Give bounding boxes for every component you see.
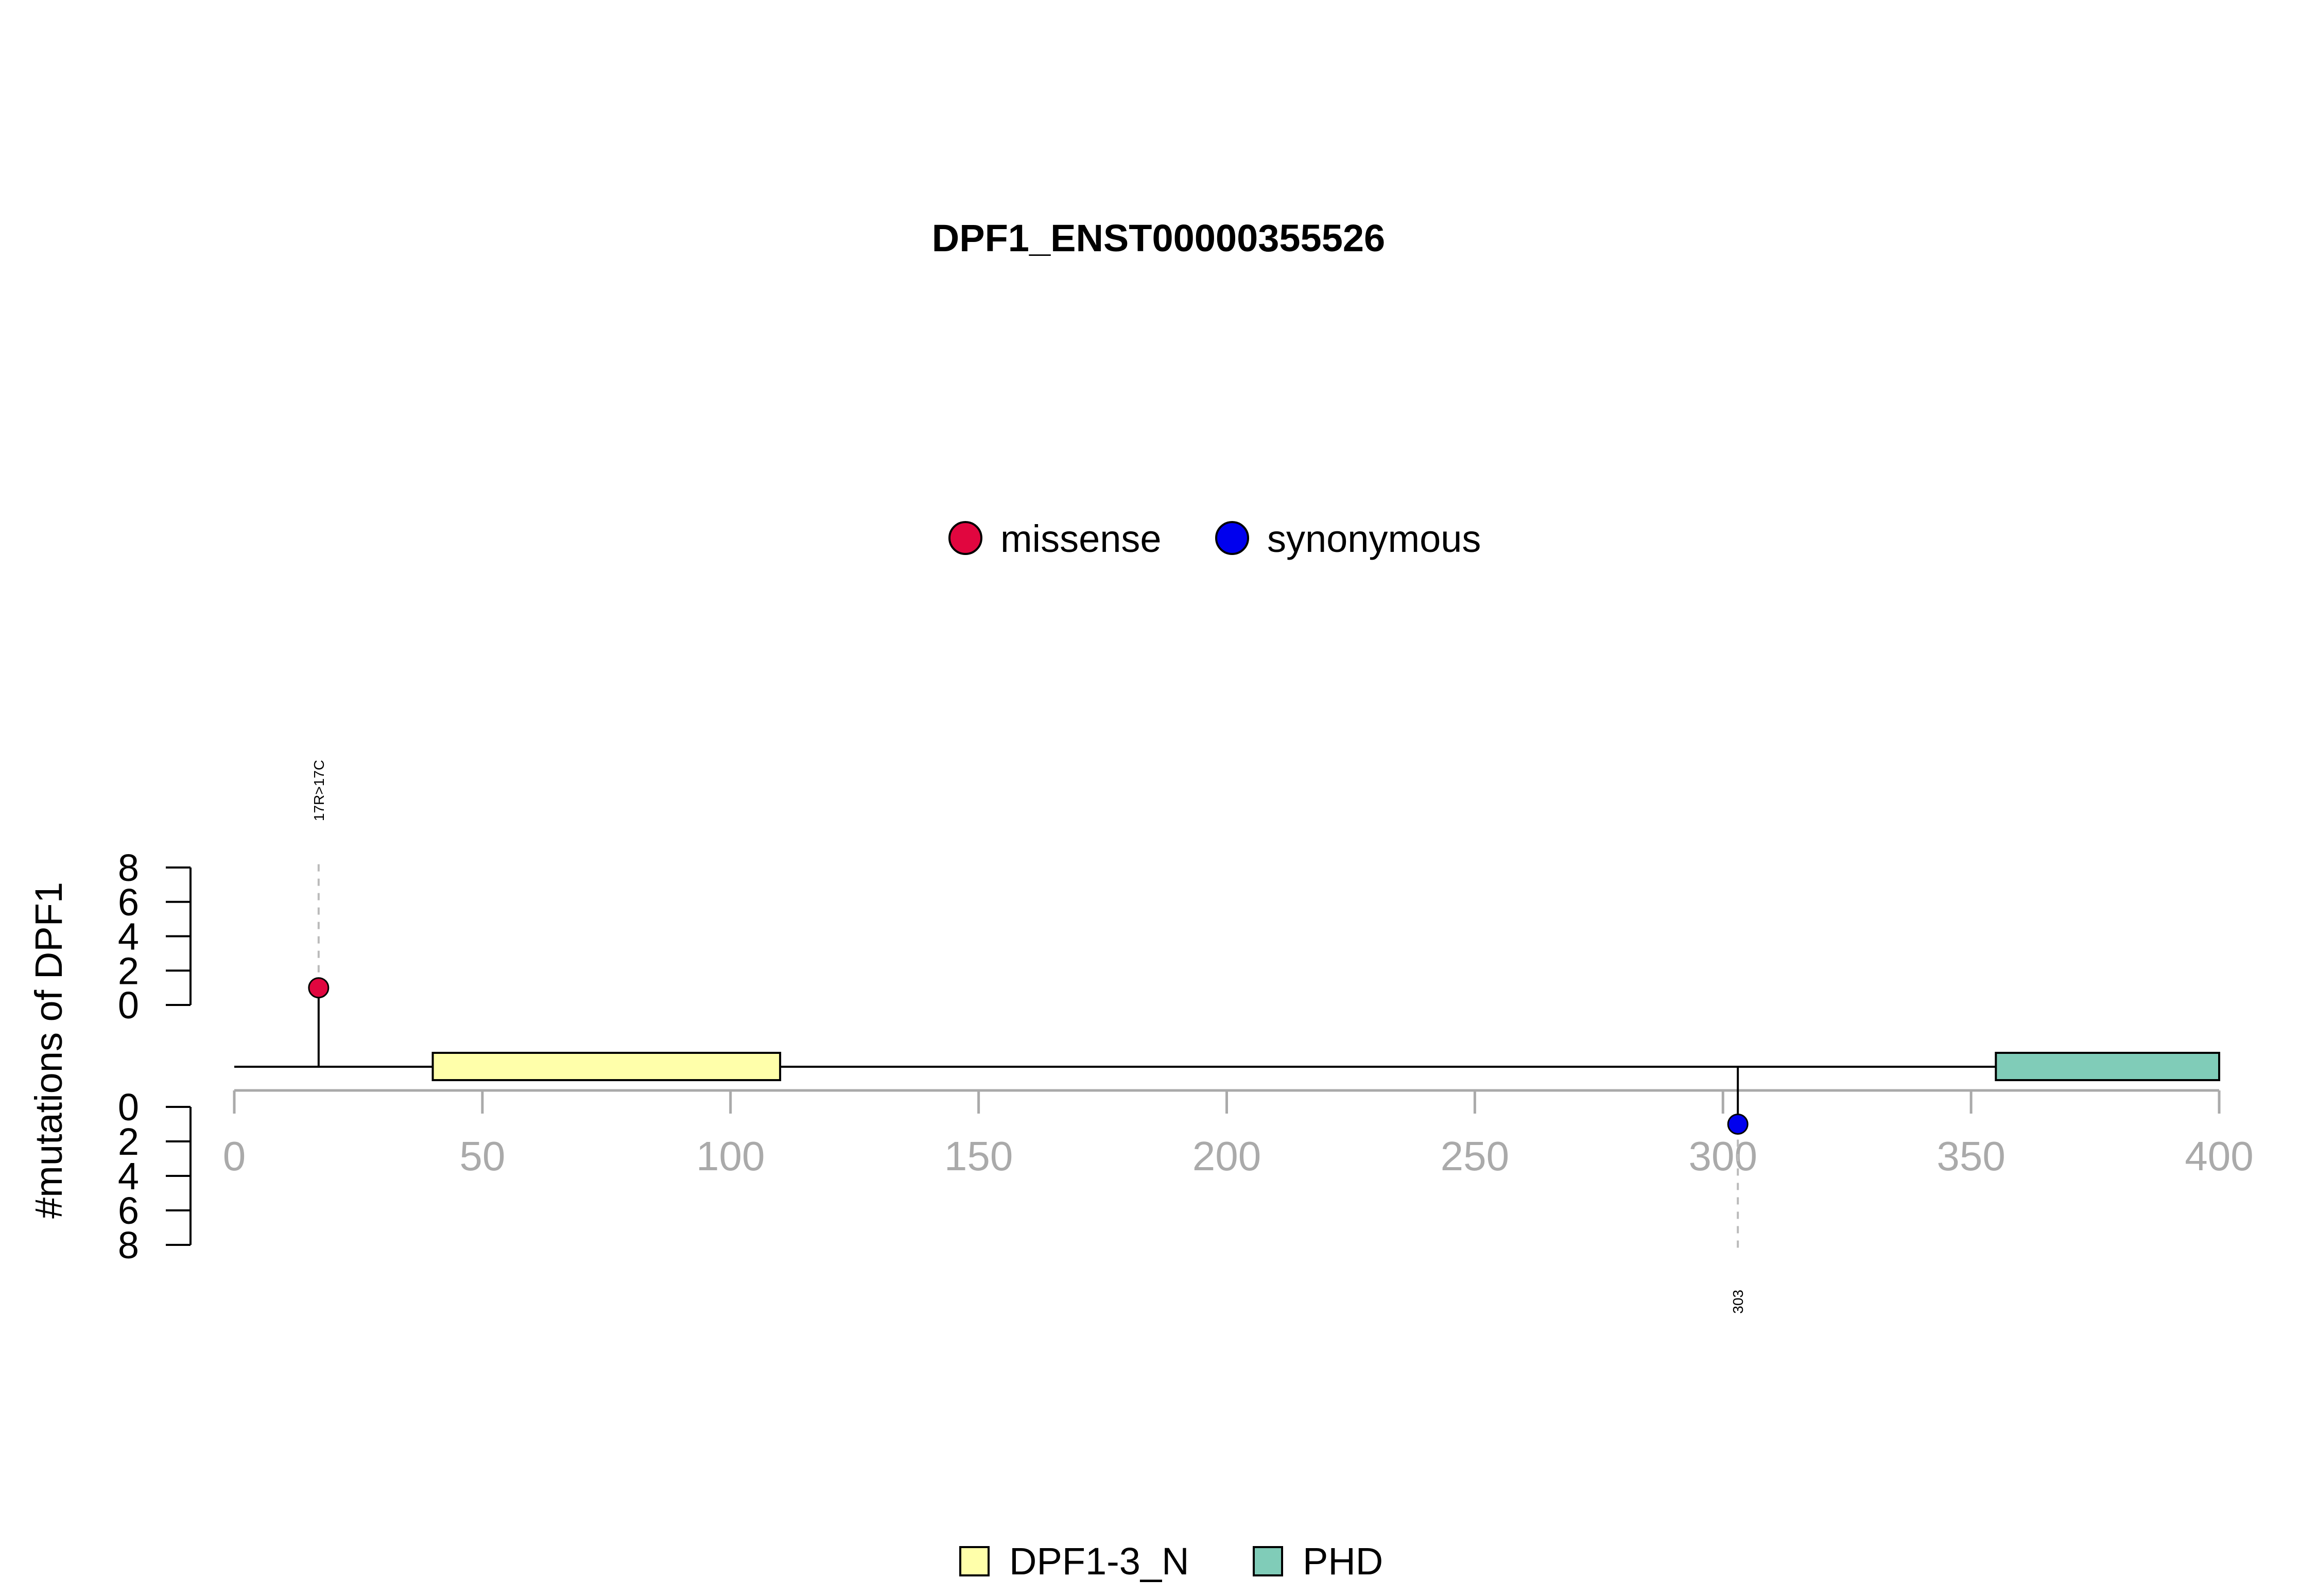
legend-label-synonymous: synonymous (1267, 517, 1481, 560)
legend-marker-missense (948, 521, 982, 555)
x-axis: 0 50 100 150 200 250 300 350 400 (223, 1089, 2254, 1179)
domain-PHD (1995, 1052, 2220, 1081)
legend-marker-synonymous (1215, 521, 1249, 555)
y-tick-label-lower: 4 (118, 1155, 139, 1198)
legend-label-missense: missense (1000, 517, 1162, 560)
mutation-marker-synonymous (1727, 1114, 1749, 1135)
domain-DPF1-3_N (431, 1052, 782, 1081)
x-tick-label: 250 (1441, 1133, 1509, 1179)
x-tick-label: 100 (696, 1133, 765, 1179)
y-tick-label-upper: 0 (118, 984, 139, 1027)
y-tick-label-upper: 2 (118, 949, 139, 992)
x-tick-label: 400 (2185, 1133, 2253, 1179)
variant-legend: missense synonymous (948, 517, 1481, 560)
x-tick-label: 0 (223, 1133, 246, 1179)
y-tick-label-upper: 4 (118, 915, 139, 958)
domain-track (431, 1052, 2220, 1081)
legend-label-DPF1-3_N: DPF1-3_N (1009, 1540, 1189, 1583)
y-tick-label-lower: 2 (118, 1120, 139, 1163)
mutation-track: 17R>17C 303 (308, 760, 1749, 1314)
x-tick-label: 200 (1192, 1133, 1261, 1179)
x-tick-label: 50 (459, 1133, 505, 1179)
y-tick-label-lower: 0 (118, 1086, 139, 1129)
y-tick-label-lower: 6 (118, 1189, 139, 1232)
mutation-label: 17R>17C (311, 760, 327, 821)
chart-title: DPF1_ENST00000355526 (932, 217, 1385, 259)
legend-swatch-DPF1-3_N (959, 1546, 990, 1576)
mutation-label: 303 (1730, 1290, 1746, 1314)
x-tick-label: 150 (944, 1133, 1013, 1179)
legend-swatch-PHD (1253, 1546, 1283, 1576)
mutation-marker-missense (308, 977, 330, 999)
y-axis-label: #mutations of DPF1 (27, 882, 70, 1219)
x-tick-label: 350 (1936, 1133, 2005, 1179)
x-tick-label: 300 (1689, 1133, 1757, 1179)
legend-label-PHD: PHD (1303, 1540, 1383, 1583)
y-tick-label-lower: 8 (118, 1224, 139, 1267)
y-tick-label-upper: 6 (118, 881, 139, 924)
domain-legend: DPF1-3_N PHD (959, 1540, 1383, 1583)
y-tick-label-upper: 8 (118, 846, 139, 889)
